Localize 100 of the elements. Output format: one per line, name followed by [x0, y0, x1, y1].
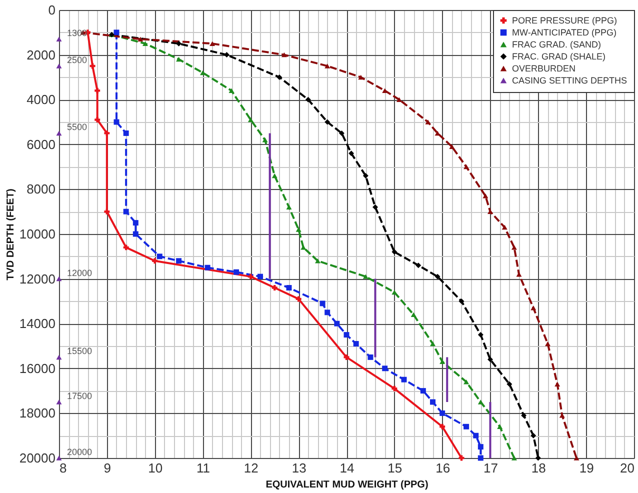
x-tick-label: 18	[531, 460, 546, 476]
point	[94, 88, 100, 94]
point	[56, 354, 62, 360]
point	[430, 341, 436, 346]
point	[449, 144, 455, 150]
point	[344, 354, 350, 360]
point	[535, 455, 541, 461]
point	[401, 376, 407, 382]
x-tick-label: 19	[579, 460, 594, 476]
point	[204, 264, 210, 270]
point	[324, 64, 330, 68]
point	[464, 164, 470, 170]
point	[104, 208, 110, 214]
x-tick-label: 8	[60, 460, 67, 476]
point	[258, 274, 263, 280]
point	[123, 130, 129, 136]
point	[200, 70, 206, 76]
point	[392, 249, 398, 255]
point	[521, 412, 527, 418]
point	[152, 258, 158, 264]
data-label: 5500	[67, 122, 88, 132]
point	[530, 306, 536, 310]
point	[464, 424, 470, 430]
point	[104, 130, 110, 136]
point	[434, 274, 440, 280]
point	[506, 381, 512, 387]
point	[300, 245, 306, 250]
point	[502, 224, 508, 230]
point	[248, 274, 254, 280]
point	[56, 456, 62, 460]
point	[382, 366, 388, 372]
y-axis-title: TVD DEPTH (FEET)	[5, 188, 16, 280]
point	[478, 444, 484, 450]
point	[176, 40, 182, 46]
point	[372, 204, 378, 210]
point	[478, 455, 484, 461]
y-tick-label: 14000	[19, 316, 56, 332]
point	[228, 88, 234, 94]
point	[324, 310, 330, 316]
y-tick-label: 12000	[19, 271, 56, 286]
x-tick-label: 16	[436, 460, 450, 476]
point	[416, 262, 422, 268]
point	[464, 379, 470, 384]
point	[272, 173, 278, 178]
x-tick-label: 12	[244, 460, 258, 476]
point	[114, 30, 120, 36]
point	[142, 41, 148, 46]
point	[440, 410, 446, 416]
point	[440, 424, 446, 430]
point	[358, 74, 364, 80]
point	[362, 173, 368, 178]
point	[430, 399, 436, 405]
point	[123, 208, 129, 214]
point	[368, 354, 374, 360]
point	[554, 382, 560, 386]
point	[56, 276, 62, 282]
point	[353, 341, 359, 346]
point	[488, 356, 493, 362]
y-tick-label: 20000	[19, 450, 56, 466]
point	[248, 117, 254, 122]
y-tick-label: 16000	[19, 360, 56, 376]
x-tick-label: 20	[620, 460, 634, 476]
y-tick-label: 10000	[19, 226, 56, 242]
point	[224, 52, 230, 58]
y-tick-label: 6000	[26, 136, 56, 152]
point	[338, 130, 344, 136]
point	[530, 432, 536, 438]
data-label: 1300	[67, 28, 88, 38]
point	[156, 254, 162, 260]
point	[425, 120, 431, 124]
point	[392, 290, 398, 295]
legend-label: MW-ANTICIPATED (PPG)	[512, 28, 616, 38]
y-tick-label: 18000	[19, 406, 56, 421]
data-label: 20000	[67, 447, 92, 457]
point	[344, 332, 350, 338]
legend-label: PORE PRESSURE (PPG)	[512, 16, 618, 26]
point	[497, 424, 503, 430]
point	[56, 36, 62, 42]
legend-label: OVERBURDEN	[512, 64, 576, 74]
x-tick-label: 17	[484, 460, 498, 476]
point	[478, 332, 484, 338]
point	[482, 194, 488, 198]
point	[511, 245, 517, 250]
point	[315, 258, 320, 264]
point	[574, 456, 580, 460]
data-label: 12000	[67, 268, 92, 278]
point	[478, 400, 484, 404]
point	[262, 138, 268, 142]
x-tick-label: 11	[196, 460, 210, 476]
data-label: 15500	[67, 346, 92, 356]
legend-label: CASING SETTING DEPTHS	[512, 76, 628, 86]
y-tick-label: 2000	[26, 47, 56, 62]
point	[176, 56, 182, 62]
point	[396, 97, 402, 102]
point	[56, 130, 62, 136]
point	[56, 64, 62, 68]
point	[320, 300, 326, 306]
point	[473, 432, 479, 438]
x-tick-label: 9	[104, 460, 112, 476]
point	[132, 220, 138, 226]
